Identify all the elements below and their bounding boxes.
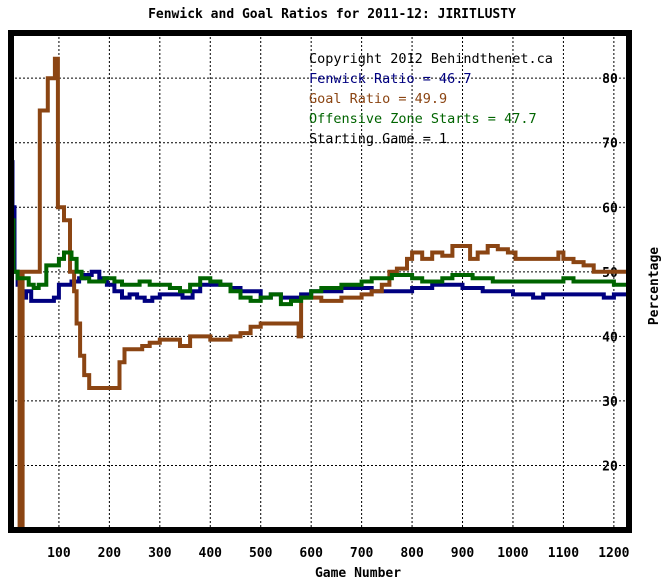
x-tick-label: 1100 (548, 546, 579, 561)
x-tick-label: 1000 (497, 546, 528, 561)
y-axis-label: Percentage (647, 247, 662, 325)
annotation-block: Copyright 2012 Behindthenet.ca Fenwick Ra… (309, 51, 553, 147)
goal-ratio-line (11, 56, 629, 532)
x-tick-label: 500 (249, 546, 273, 561)
starting-game-note: Starting Game = 1 (309, 131, 447, 147)
x-tick-label: 400 (199, 546, 223, 561)
x-tick-label: 1200 (598, 546, 629, 561)
x-tick-label: 600 (299, 546, 323, 561)
y-tick-label: 20 (602, 459, 618, 474)
series-lines (10, 56, 631, 532)
x-tick-label: 100 (47, 546, 71, 561)
y-tick-label: 60 (602, 201, 618, 216)
x-tick-label: 300 (148, 546, 172, 561)
fenwick-ratio-line (10, 160, 629, 303)
chart-title: Fenwick and Goal Ratios for 2011-12: JIR… (148, 7, 516, 22)
x-tick-label: 900 (451, 546, 475, 561)
plot-frame (8, 30, 632, 533)
offensive-zone-starts-line (11, 218, 631, 307)
y-tick-label: 80 (602, 72, 618, 87)
fenwick-ratio-note: Fenwick Ratio = 46.7 (309, 71, 472, 87)
y-tick-label: 40 (602, 330, 618, 345)
goal-ratio-note: Goal Ratio = 49.9 (309, 91, 447, 107)
x-tick-label: 800 (400, 546, 424, 561)
x-tick-label: 700 (350, 546, 374, 561)
y-tick-label: 30 (602, 395, 618, 410)
x-tick-label: 200 (98, 546, 122, 561)
x-tick-labels: 100 200 300 400 500 600 700 800 900 1000 1100 1200 (47, 546, 630, 561)
ozone-starts-note: Offensive Zone Starts = 47.7 (309, 111, 537, 127)
y-tick-label: 70 (602, 137, 618, 152)
copyright-note: Copyright 2012 Behindthenet.ca (309, 51, 553, 67)
x-axis-label: Game Number (315, 566, 401, 580)
